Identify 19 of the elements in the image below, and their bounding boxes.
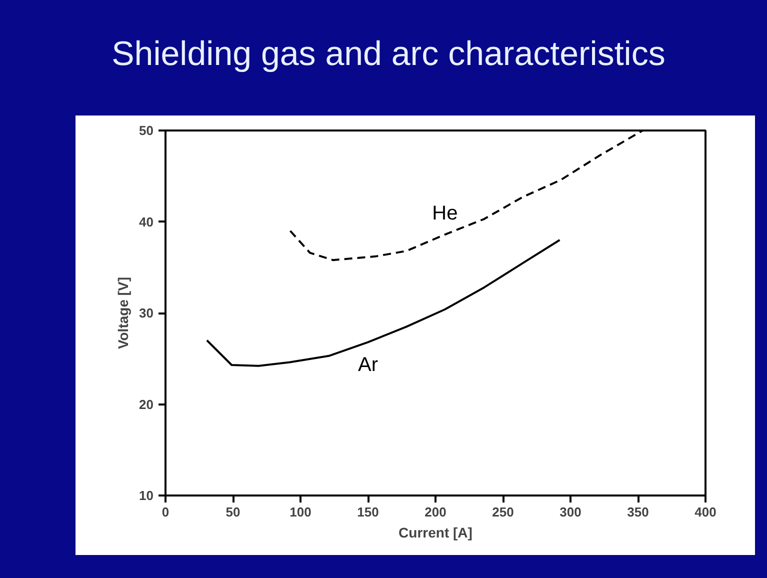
y-tick-label: 50 <box>139 123 154 138</box>
x-tick-label: 100 <box>290 504 312 520</box>
x-tick-label: 400 <box>694 504 716 520</box>
y-tick-label: 20 <box>139 396 154 412</box>
y-tick-label: 30 <box>139 306 154 320</box>
y-tick-label: 10 <box>139 488 154 503</box>
y-axis-title: Voltage [V] <box>115 276 132 350</box>
y-tick-label: 40 <box>139 214 154 230</box>
x-tick-label: 0 <box>162 504 170 520</box>
x-tick-label: 50 <box>226 504 240 520</box>
series-label: Ar <box>358 354 378 376</box>
x-tick-label: 350 <box>627 504 649 520</box>
series-label: He <box>432 202 458 225</box>
x-tick-label: 250 <box>492 504 514 520</box>
x-tick-label: 200 <box>424 504 446 520</box>
x-tick-label: 300 <box>560 504 582 520</box>
x-tick-label: 150 <box>357 504 379 520</box>
x-axis-title: Current [A] <box>398 524 472 540</box>
chart-title: Shielding gas and arc characteristics <box>112 34 666 75</box>
